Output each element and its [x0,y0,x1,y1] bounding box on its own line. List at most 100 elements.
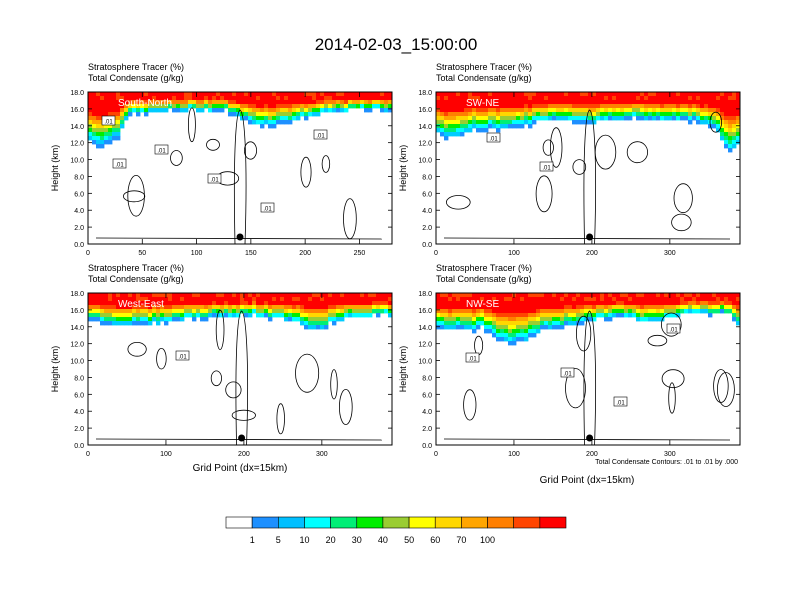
heat-cell [88,136,93,141]
heat-cell [360,297,365,302]
heat-cell [356,305,361,310]
heat-cell [92,116,97,121]
contour-line [123,190,146,203]
heat-cell [128,112,133,117]
heat-cell [92,112,97,117]
heat-cell [324,293,329,298]
heat-cell [540,317,545,322]
heat-cell [680,104,685,109]
heat-cell [104,128,109,133]
heat-cell [640,297,645,302]
contour-label-text: .01 [669,328,678,334]
heat-cell [696,104,701,109]
heat-cell [308,108,313,113]
heat-cell [96,120,101,125]
x-tick-label: 0 [86,250,90,257]
heat-cell [552,100,557,105]
heat-cell [556,301,561,306]
heat-cell [256,313,261,318]
heat-cell [628,116,633,121]
heat-cell [144,96,149,101]
contour-label: .01 [539,161,554,172]
heat-cell [664,104,669,109]
y-tick-label: 16.0 [418,107,432,114]
heat-cell [592,112,597,117]
heat-cell [732,140,737,145]
heat-cell [560,96,565,101]
heat-cell [388,313,392,318]
heat-cell [148,305,153,310]
heat-cell [456,104,461,109]
heat-cell [116,92,121,97]
heat-cell [184,96,189,101]
heat-cell [696,309,701,314]
heat-cell [684,305,689,310]
heat-cell [696,100,701,105]
heat-cell [272,301,277,306]
heat-cell [564,104,569,109]
plot-area: .01.01.01.01NW-SE0.02.04.06.08.010.012.0… [418,291,741,458]
heat-cell [444,92,449,97]
heat-cell [688,96,693,101]
heat-cell [128,108,133,113]
heat-cell [516,317,521,322]
heat-cell [260,92,265,97]
heat-cell [436,92,441,97]
heat-cell [476,120,481,125]
heat-cell [216,309,221,314]
heat-cell [480,116,485,121]
heat-cell [276,100,281,105]
heat-cell [92,136,97,141]
heat-cell [576,317,581,322]
heat-cell [660,293,665,298]
heat-cell [548,313,553,318]
heat-cell [668,301,673,306]
heat-cell [496,301,501,306]
heat-cell [592,301,597,306]
heat-cell [212,92,217,97]
heat-cell [148,100,153,105]
panel-header-line1: Stratosphere Tracer (%) [436,62,532,72]
heat-cell [144,305,149,310]
heat-cell [560,112,565,117]
heat-cell [356,100,361,105]
heat-cell [180,297,185,302]
heat-cell [488,104,493,109]
heat-cell [376,96,381,101]
heat-cell [200,104,205,109]
heat-cell [480,293,485,298]
heat-cell [320,317,325,322]
heat-cell [112,96,117,101]
heat-cell [488,309,493,314]
heat-cell [204,301,209,306]
heat-cell [520,337,525,342]
panel-west-east: Stratosphere Tracer (%) Total Condensate… [50,263,393,474]
heat-cell [444,116,449,121]
heat-cell [196,297,201,302]
heat-cell [708,301,713,306]
heat-cell [264,104,269,109]
heat-cell [256,112,261,117]
heat-cell [640,92,645,97]
heat-cell [292,301,297,306]
heat-cell [248,293,253,298]
heat-cell [256,293,261,298]
heat-cell [236,108,241,113]
heat-cell [100,313,105,318]
heat-cell [700,96,705,101]
heat-cell [328,305,333,310]
heat-cell [224,104,229,109]
heat-cell [220,305,225,310]
heat-cell [264,305,269,310]
heat-cell [256,108,261,113]
heat-cell [308,100,313,105]
heat-cell [712,92,717,97]
heat-cell [716,301,721,306]
heat-cell [260,305,265,310]
heat-cell [448,317,453,322]
heat-cell [572,297,577,302]
heat-cell [468,108,473,113]
heat-cell [304,116,309,121]
heat-cell [576,104,581,109]
heat-cell [728,132,733,137]
